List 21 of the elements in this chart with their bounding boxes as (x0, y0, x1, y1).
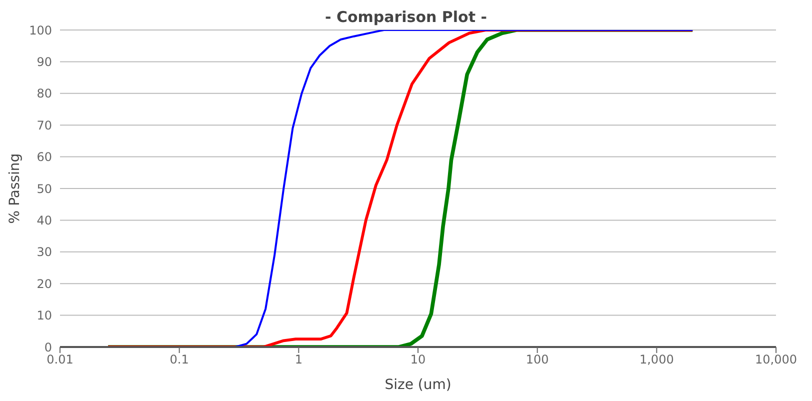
y-tick-label: 90 (36, 54, 52, 69)
x-tick-label: 10,000 (755, 352, 797, 367)
x-tick-label: 10 (410, 352, 426, 367)
y-tick-label: 100 (29, 23, 52, 38)
y-tick-label: 70 (36, 118, 52, 132)
x-tick-label: 100 (526, 352, 549, 367)
x-tick-label: 1 (294, 352, 302, 367)
y-tick-label: 10 (36, 308, 52, 323)
y-tick-label: 50 (36, 182, 52, 196)
y-tick-label: 20 (36, 276, 52, 291)
y-tick-label: 0 (44, 340, 52, 354)
y-tick-label: 60 (36, 150, 52, 164)
x-tick-label: 1,000 (639, 352, 674, 367)
y-axis-title: % Passing (6, 153, 23, 224)
y-tick-label: 40 (36, 213, 52, 228)
chart-title: - Comparison Plot - (325, 8, 487, 26)
y-tick-label: 80 (36, 86, 52, 101)
y-tick-label: 30 (36, 245, 52, 260)
x-axis-title: Size (um) (384, 377, 452, 393)
x-tick-label: 0.01 (46, 352, 74, 367)
x-tick-label: 0.1 (170, 352, 189, 367)
